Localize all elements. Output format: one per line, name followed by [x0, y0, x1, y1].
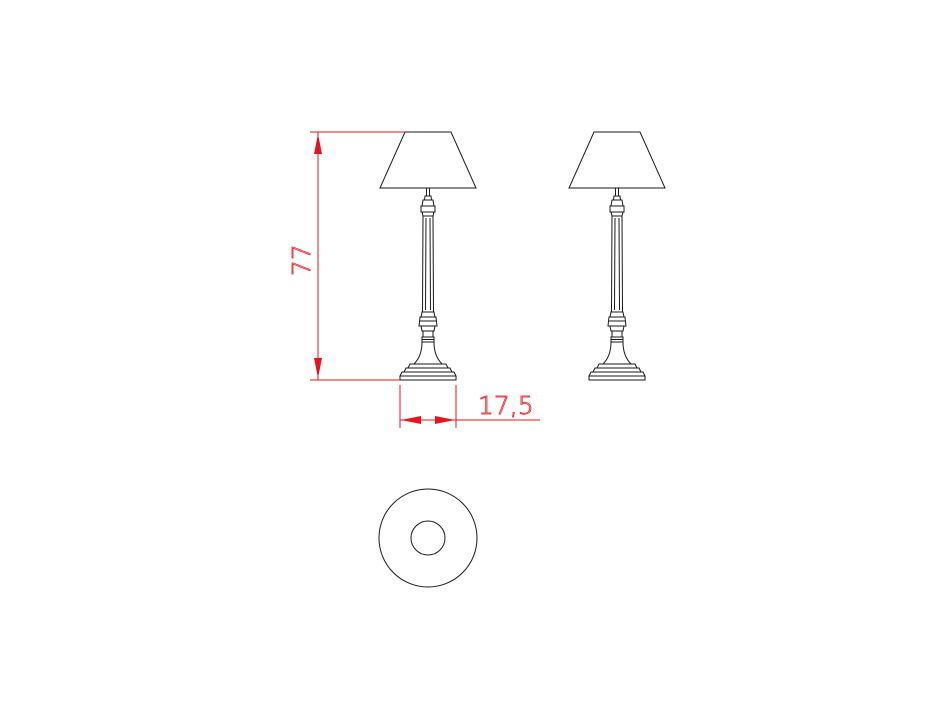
lamp-front-view-left: [379, 131, 477, 381]
arrowhead-right: [435, 416, 455, 424]
top-view-outer-circle: [378, 488, 478, 588]
width-dimension: 17,5: [399, 385, 540, 428]
arrowhead-bottom: [314, 358, 322, 378]
lamp-top-view: [378, 488, 478, 588]
height-dimension: 77: [287, 131, 405, 381]
top-view-inner-circle: [410, 520, 446, 556]
arrowhead-left: [401, 416, 421, 424]
width-dimension-label: 17,5: [478, 391, 534, 420]
lamp-front-view-right: [568, 131, 666, 381]
arrowhead-top: [314, 134, 322, 154]
height-dimension-label: 77: [287, 244, 316, 276]
